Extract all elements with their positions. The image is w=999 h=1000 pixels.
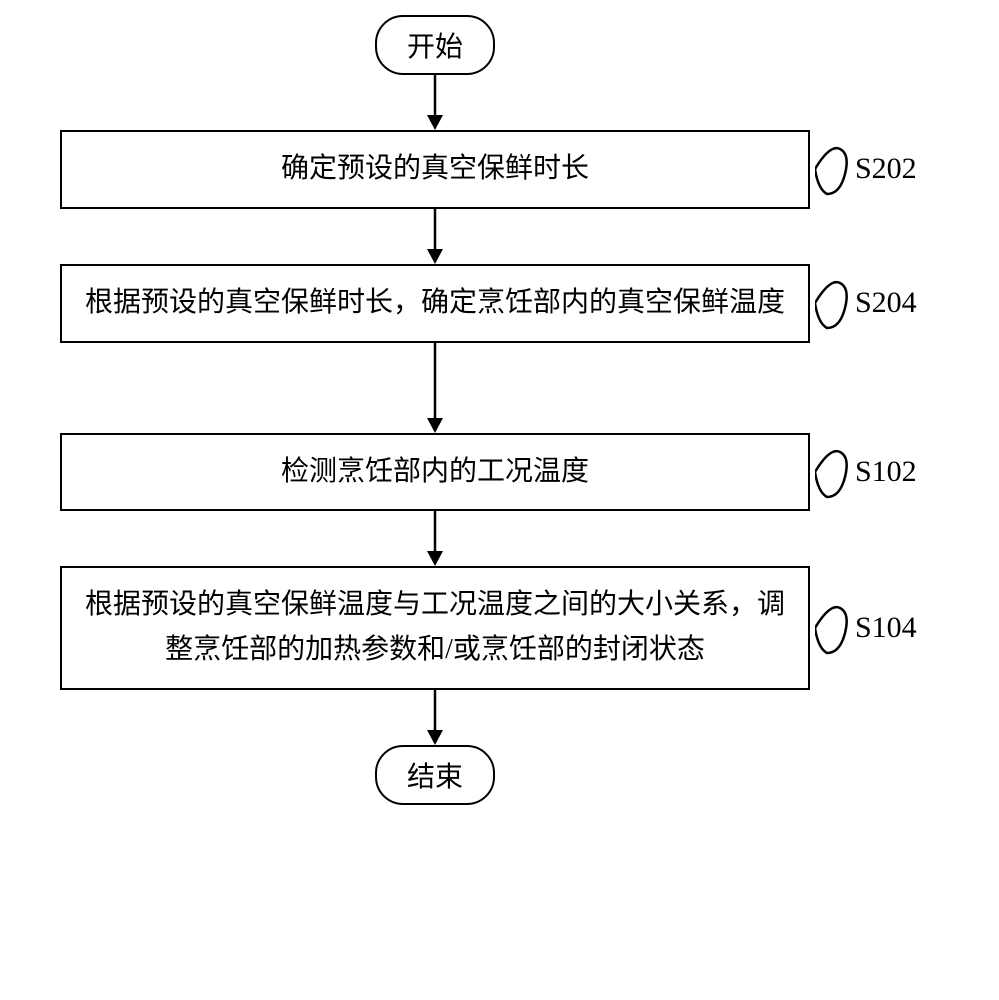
start-label: 开始 xyxy=(407,32,463,63)
arrow-2 xyxy=(60,209,810,264)
end-label: 结束 xyxy=(407,762,463,793)
step-s202-row: 确定预设的真空保鲜时长 S202 xyxy=(60,130,940,209)
start-row: 开始 xyxy=(60,15,810,75)
step-s102-box-wrapper: 检测烹饪部内的工况温度 xyxy=(60,433,810,512)
end-terminal: 结束 xyxy=(375,745,495,805)
start-terminal: 开始 xyxy=(375,15,495,75)
step-s102-label-cell: S102 xyxy=(810,442,917,502)
step-s104-label-cell: S104 xyxy=(810,598,917,658)
step-s102-process: 检测烹饪部内的工况温度 xyxy=(60,433,810,512)
connector-curve-icon xyxy=(815,139,855,199)
step-s104-row: 根据预设的真空保鲜温度与工况温度之间的大小关系，调整烹饪部的加热参数和/或烹饪部… xyxy=(60,566,940,690)
arrow-icon xyxy=(420,209,450,264)
end-row: 结束 xyxy=(60,745,810,805)
step-s202-box-wrapper: 确定预设的真空保鲜时长 xyxy=(60,130,810,209)
arrow-5 xyxy=(60,690,810,745)
arrow-icon xyxy=(420,343,450,433)
step-s202-text: 确定预设的真空保鲜时长 xyxy=(281,153,589,184)
connector-curve-icon xyxy=(815,442,855,502)
step-s204-label: S204 xyxy=(855,286,917,320)
step-s104-text: 根据预设的真空保鲜温度与工况温度之间的大小关系，调整烹饪部的加热参数和/或烹饪部… xyxy=(85,589,785,665)
step-s202-label: S202 xyxy=(855,152,917,186)
step-s104-label: S104 xyxy=(855,611,917,645)
step-s204-box-wrapper: 根据预设的真空保鲜时长，确定烹饪部内的真空保鲜温度 xyxy=(60,264,810,343)
step-s204-label-cell: S204 xyxy=(810,273,917,333)
step-s102-label: S102 xyxy=(855,455,917,489)
step-s204-row: 根据预设的真空保鲜时长，确定烹饪部内的真空保鲜温度 S204 xyxy=(60,264,940,343)
arrow-1 xyxy=(60,75,810,130)
step-s104-process: 根据预设的真空保鲜温度与工况温度之间的大小关系，调整烹饪部的加热参数和/或烹饪部… xyxy=(60,566,810,690)
connector-curve-icon xyxy=(815,598,855,658)
step-s202-process: 确定预设的真空保鲜时长 xyxy=(60,130,810,209)
step-s104-box-wrapper: 根据预设的真空保鲜温度与工况温度之间的大小关系，调整烹饪部的加热参数和/或烹饪部… xyxy=(60,566,810,690)
step-s202-label-cell: S202 xyxy=(810,139,917,199)
arrow-3 xyxy=(60,343,810,433)
arrow-icon xyxy=(420,75,450,130)
flowchart-container: 开始 确定预设的真空保鲜时长 S202 xyxy=(60,15,940,805)
step-s204-process: 根据预设的真空保鲜时长，确定烹饪部内的真空保鲜温度 xyxy=(60,264,810,343)
step-s204-text: 根据预设的真空保鲜时长，确定烹饪部内的真空保鲜温度 xyxy=(85,287,785,318)
arrow-4 xyxy=(60,511,810,566)
step-s102-text: 检测烹饪部内的工况温度 xyxy=(281,456,589,487)
step-s102-row: 检测烹饪部内的工况温度 S102 xyxy=(60,433,940,512)
arrow-icon xyxy=(420,511,450,566)
arrow-icon xyxy=(420,690,450,745)
connector-curve-icon xyxy=(815,273,855,333)
